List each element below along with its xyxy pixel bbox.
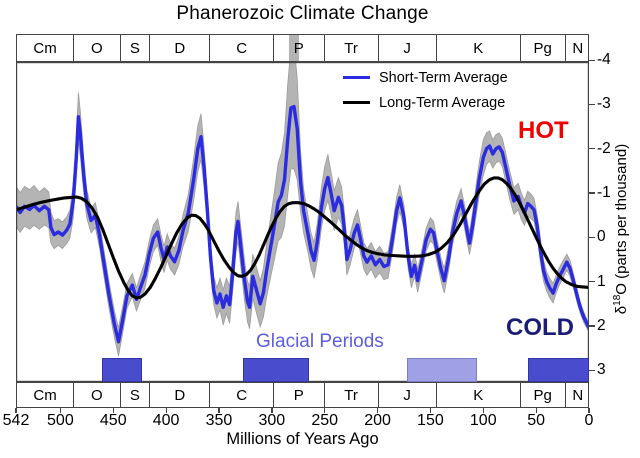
y-axis-tick-label: 3 bbox=[597, 361, 606, 379]
y-axis-tick bbox=[589, 236, 595, 238]
x-axis-tick bbox=[271, 408, 273, 413]
x-axis-tick-label: 250 bbox=[311, 412, 339, 429]
x-axis-tick bbox=[218, 408, 220, 413]
y-axis-tick-label: -3 bbox=[597, 95, 611, 113]
chart-canvas bbox=[16, 62, 589, 382]
period-cell-D: D bbox=[150, 35, 211, 61]
x-axis-tick-label: 150 bbox=[417, 412, 444, 429]
period-cell-P: P bbox=[274, 35, 325, 61]
plot-area bbox=[16, 62, 589, 382]
period-cell-C: C bbox=[210, 35, 274, 61]
y-axis-title-delta: δ bbox=[613, 305, 630, 315]
y-axis-tick-label: -2 bbox=[597, 139, 611, 157]
short-term-line bbox=[16, 104, 589, 344]
period-cell-K: K bbox=[437, 35, 521, 61]
x-axis-tick bbox=[59, 408, 62, 413]
y-axis-tick-label: -1 bbox=[597, 184, 611, 201]
x-axis-tick bbox=[165, 408, 167, 413]
x-axis-tick-label: 350 bbox=[205, 412, 233, 429]
period-cell-K: K bbox=[437, 383, 521, 407]
period-cell-S: S bbox=[121, 35, 151, 61]
legend-label-long-term: Long-Term Average bbox=[379, 94, 506, 111]
y-axis-title-rest: O (parts per thousand) bbox=[613, 143, 630, 295]
period-cell-N: N bbox=[572, 39, 584, 57]
legend-item-long-term: Long-Term Average bbox=[343, 94, 508, 111]
long-term-line bbox=[16, 176, 589, 300]
x-axis-tick-label: 542 bbox=[2, 412, 30, 429]
glacial-bar-3 bbox=[407, 358, 477, 382]
y-axis-tick-label: 0 bbox=[597, 228, 606, 246]
glacial-bar-4 bbox=[527, 358, 589, 382]
x-axis-title: Millions of Years Ago bbox=[226, 430, 379, 448]
period-cell-Pg: Pg bbox=[521, 35, 566, 61]
x-axis-tick-label: 400 bbox=[152, 412, 180, 429]
uncertainty-band-spike bbox=[289, 35, 299, 61]
x-axis-tick-label: 500 bbox=[47, 412, 74, 429]
y-axis-tick bbox=[589, 192, 595, 194]
period-cell-D: D bbox=[150, 383, 211, 407]
glacial-bar-1 bbox=[102, 358, 142, 382]
legend: Short-Term Average Long-Term Average bbox=[343, 70, 508, 120]
x-axis-tick bbox=[112, 408, 114, 413]
cold-label: COLD bbox=[506, 314, 574, 341]
period-cell-J: J bbox=[379, 383, 437, 407]
glacial-bar-2 bbox=[243, 358, 309, 382]
period-cell-S: S bbox=[121, 383, 151, 407]
x-axis-tick-label: 450 bbox=[99, 412, 127, 429]
x-axis-tick-label: 0 bbox=[584, 412, 594, 429]
y-axis-tick-label: -4 bbox=[597, 51, 611, 69]
y-axis-tick bbox=[589, 103, 595, 106]
y-axis-tick-label: 1 bbox=[597, 272, 606, 290]
bottom-period-band: Cm O S D C P Tr J K Pg N bbox=[16, 382, 589, 408]
period-cell-O: O bbox=[74, 35, 121, 61]
y-axis-title-sup: 18 bbox=[612, 294, 623, 306]
top-period-band: Cm O S D C P Tr J K Pg N bbox=[16, 34, 589, 62]
y-axis-tick bbox=[589, 281, 595, 283]
x-axis-tick bbox=[482, 408, 484, 413]
long-term-line-swatch bbox=[343, 100, 370, 105]
x-axis-tick bbox=[376, 408, 379, 413]
period-cell-Cm: Cm bbox=[17, 383, 75, 407]
y-axis-tick bbox=[589, 369, 595, 371]
period-cell-N: N bbox=[572, 386, 584, 404]
hot-label: HOT bbox=[518, 117, 569, 144]
y-axis-tick bbox=[589, 148, 595, 150]
period-cell-C: C bbox=[210, 383, 274, 407]
glacial-periods-label: Glacial Periods bbox=[256, 331, 384, 352]
short-term-line-swatch bbox=[343, 75, 370, 80]
y-axis-title: δ18O (parts per thousand) bbox=[612, 144, 630, 314]
period-cell-Tr: Tr bbox=[325, 35, 379, 61]
period-cell-O: O bbox=[74, 383, 121, 407]
x-axis-tick bbox=[429, 408, 432, 413]
legend-item-short-term: Short-Term Average bbox=[343, 69, 508, 86]
period-cell-Cm: Cm bbox=[17, 35, 75, 61]
x-axis-tick bbox=[588, 408, 590, 413]
x-axis-tick-label: 200 bbox=[364, 412, 391, 429]
x-axis-tick bbox=[324, 408, 326, 413]
period-cell-P: P bbox=[274, 383, 325, 407]
y-axis-tick-label: 2 bbox=[597, 316, 606, 334]
period-cell-J: J bbox=[379, 35, 437, 61]
x-axis-tick-label: 100 bbox=[469, 412, 497, 429]
x-axis-tick bbox=[535, 408, 537, 413]
x-axis-tick-label: 300 bbox=[258, 412, 286, 429]
page-title: Phanerozoic Climate Change bbox=[176, 3, 429, 24]
x-axis-tick bbox=[15, 408, 17, 413]
x-axis-tick-label: 50 bbox=[527, 412, 546, 429]
y-axis-tick bbox=[589, 325, 595, 327]
legend-label-short-term: Short-Term Average bbox=[379, 69, 508, 86]
period-cell-Pg: Pg bbox=[521, 383, 566, 407]
period-cell-Tr: Tr bbox=[325, 383, 379, 407]
